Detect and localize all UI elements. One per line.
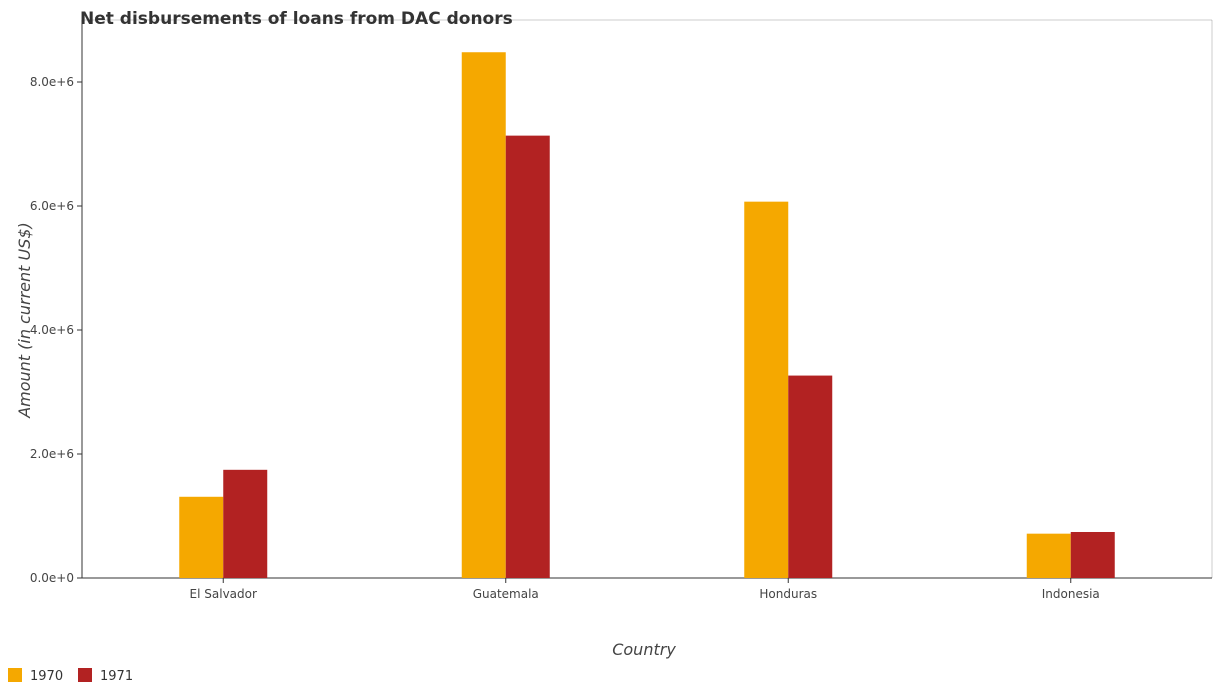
y-axis-label: Amount (in current US$) xyxy=(15,222,34,419)
legend-label-1970: 1970 xyxy=(30,669,63,684)
x-tick-label: El Salvador xyxy=(190,587,257,601)
legend-swatch-1971 xyxy=(78,668,92,682)
bar-1971 xyxy=(788,376,832,578)
bar-1970 xyxy=(1027,534,1071,578)
legend: 1970 1971 xyxy=(8,668,133,684)
bar-1970 xyxy=(462,52,506,578)
y-tick-label: 2.0e+6 xyxy=(30,447,74,461)
bar-1971 xyxy=(223,470,267,578)
y-tick-label: 6.0e+6 xyxy=(30,199,74,213)
plot-area: 0.0e+0 2.0e+6 4.0e+6 6.0e+6 8.0e+6 El Salvado… xyxy=(30,20,1212,601)
x-tick-label: Guatemala xyxy=(473,587,539,601)
y-tick-label: 8.0e+6 xyxy=(30,75,74,89)
bar-1971 xyxy=(1071,532,1115,578)
legend-label-1971: 1971 xyxy=(100,669,133,684)
bar-1971 xyxy=(506,136,550,578)
chart-title: Net disbursements of loans from DAC dono… xyxy=(80,9,513,29)
y-tick-label: 0.0e+0 xyxy=(30,571,74,585)
x-tick-label: Honduras xyxy=(759,587,817,601)
x-tick-label: Indonesia xyxy=(1042,587,1100,601)
bar-1970 xyxy=(744,202,788,578)
bar-1970 xyxy=(179,497,223,578)
y-tick-label: 4.0e+6 xyxy=(30,323,74,337)
x-axis-label: Country xyxy=(612,640,676,659)
legend-swatch-1970 xyxy=(8,668,22,682)
